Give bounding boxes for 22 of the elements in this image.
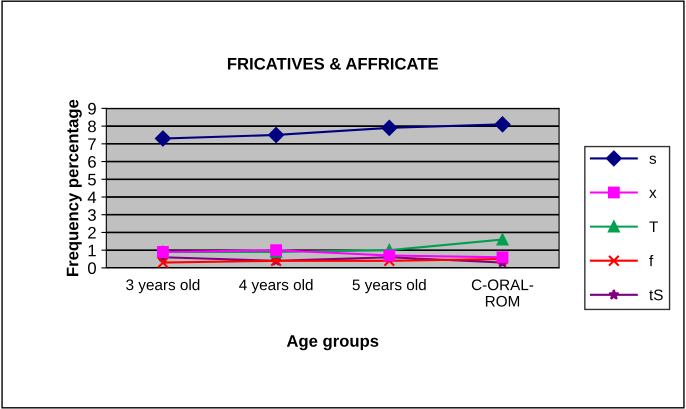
y-tick-label: 7 [88,138,96,150]
x-tick-label: 5 years old [352,279,426,294]
legend-label: f [649,255,654,266]
legend-label: tS [649,290,663,300]
y-tick-label: 4 [88,192,96,204]
y-tick-label: 1 [88,244,96,256]
y-tick-label: 2 [88,226,96,238]
y-axis-title: Frequency percentage [66,100,82,276]
y-tick-label: 5 [88,174,96,186]
y-tick-label: 8 [88,120,96,132]
x-tick-label: C-ORAL- ROM [472,279,534,307]
y-tick-label: 9 [88,102,96,115]
legend-label: s [649,156,656,164]
chart-title: FRICATIVES & AFFRICATE [228,58,438,70]
legend-label: x [649,190,656,198]
y-tick-label: 0 [88,262,96,274]
y-tick-label: 3 [88,209,96,221]
legend-label: T [649,221,658,232]
x-tick-label: 4 years old [239,279,312,294]
x-tick-label: 3 years old [126,279,200,294]
y-tick-label: 6 [88,156,96,168]
x-axis-title: Age groups [286,335,378,350]
